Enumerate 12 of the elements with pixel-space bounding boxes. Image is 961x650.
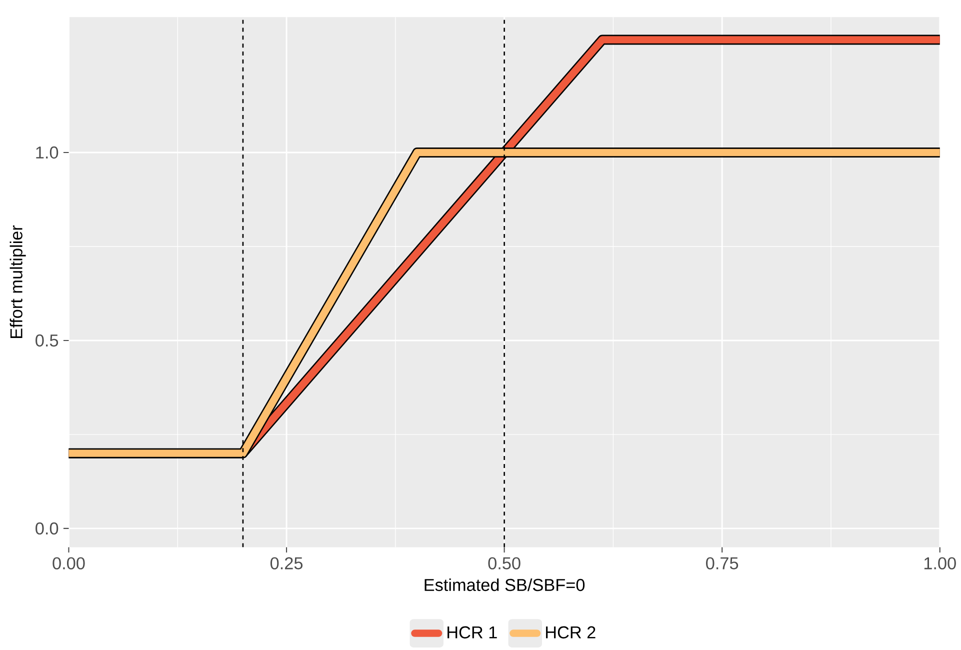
x-axis-title: Estimated SB/SBF=0	[424, 578, 585, 592]
legend-label: HCR 2	[546, 626, 596, 638]
x-tick-label: 0.25	[270, 557, 303, 570]
x-tick-label: 0.50	[488, 557, 520, 570]
x-tick-label: 1.00	[924, 557, 956, 570]
y-tick-label: 0.5	[36, 334, 58, 347]
x-tick-label: 0.00	[52, 557, 85, 570]
y-tick-label: 0.0	[36, 522, 58, 534]
x-tick-label: 0.75	[706, 557, 738, 570]
legend-label: HCR 1	[448, 626, 497, 638]
y-tick-label: 1.0	[36, 146, 58, 159]
y-axis-title: Effort multiplier	[10, 225, 26, 338]
